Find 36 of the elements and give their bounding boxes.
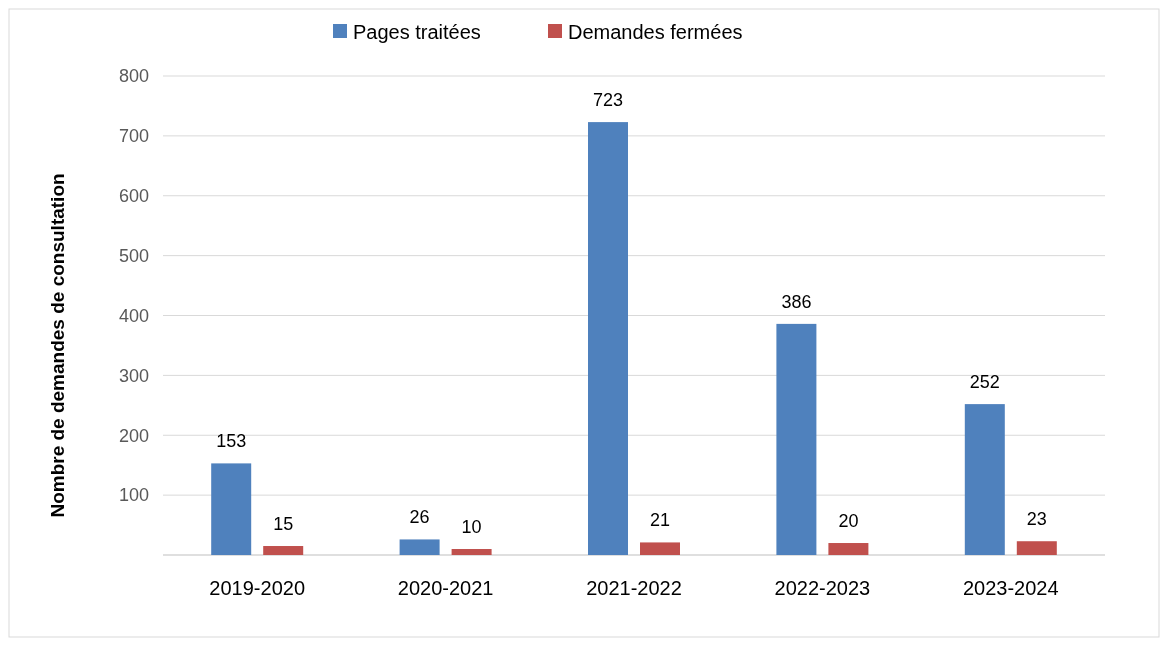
y-tick-label: 100 xyxy=(118,485,149,506)
bar xyxy=(588,122,628,555)
y-tick-label: 600 xyxy=(118,186,149,207)
x-tick-label: 2019-2020 xyxy=(209,577,306,599)
bar xyxy=(640,542,680,555)
data-label: 21 xyxy=(649,510,671,531)
legend-label: Pages traitées xyxy=(353,21,481,43)
bar xyxy=(451,549,492,555)
y-tick-label: 300 xyxy=(118,365,149,386)
data-label: 723 xyxy=(592,90,624,111)
bar xyxy=(828,543,869,555)
bar xyxy=(211,463,252,555)
data-label: 153 xyxy=(216,431,247,452)
data-label: 252 xyxy=(969,372,1000,393)
bar xyxy=(964,404,1005,555)
data-label: 15 xyxy=(273,514,294,535)
y-tick-label: 800 xyxy=(118,66,149,87)
data-label: 10 xyxy=(461,517,482,538)
bar xyxy=(776,323,817,555)
legend-label: Demandes fermées xyxy=(568,21,743,43)
x-tick-label: 2023-2024 xyxy=(962,577,1059,599)
y-tick-label: 500 xyxy=(118,245,149,266)
y-tick-label: 400 xyxy=(118,305,149,326)
x-tick-label: 2021-2022 xyxy=(586,577,682,599)
x-tick-label: 2020-2021 xyxy=(397,577,494,599)
x-tick-label: 2022-2023 xyxy=(774,577,871,599)
bar xyxy=(263,546,304,555)
bar xyxy=(399,539,440,555)
data-label: 20 xyxy=(838,511,859,532)
y-tick-label: 700 xyxy=(118,126,149,147)
y-axis-title: Nombre de demandes de consultation xyxy=(47,173,68,518)
y-tick-label: 200 xyxy=(118,425,149,446)
bar xyxy=(1016,541,1057,555)
data-label: 23 xyxy=(1026,509,1047,530)
data-label: 386 xyxy=(781,291,812,312)
data-label: 26 xyxy=(409,507,430,528)
